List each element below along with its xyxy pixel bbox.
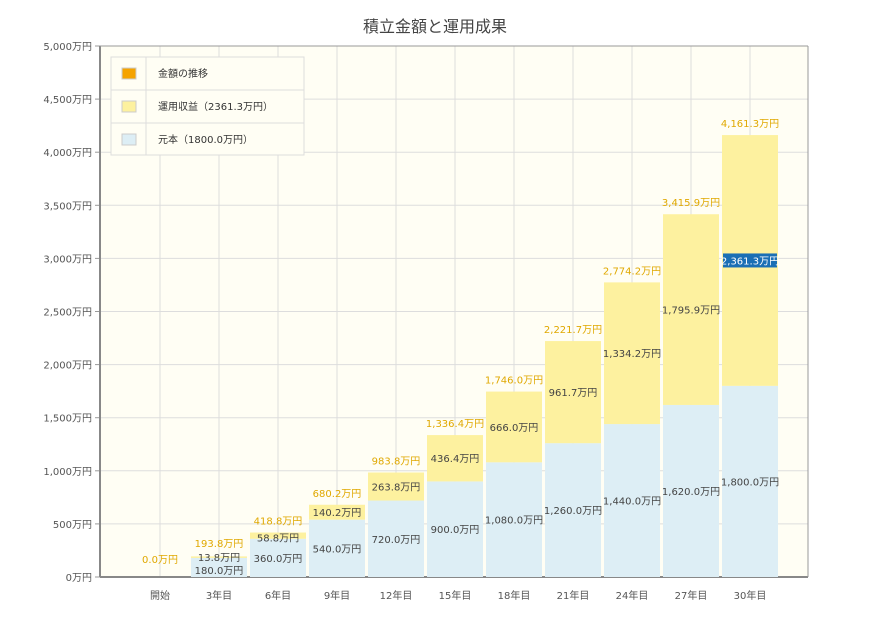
- x-tick-label: 27年目: [675, 589, 708, 602]
- bar-segment-return: [368, 472, 424, 501]
- data-label: 436.4万円: [431, 454, 480, 465]
- legend-label: 運用収益（2361.3万円）: [158, 100, 273, 113]
- data-label: 360.0万円: [254, 554, 303, 565]
- data-label: 140.2万円: [313, 508, 362, 519]
- data-label: 1,800.0万円: [721, 477, 779, 488]
- total-label: 2,774.2万円: [603, 266, 661, 277]
- data-label: 2,361.3万円: [721, 256, 779, 267]
- data-label: 540.0万円: [313, 544, 362, 555]
- total-label: 418.8万円: [254, 517, 303, 528]
- data-label: 1,334.2万円: [603, 349, 661, 360]
- bar-segment-principal: [427, 481, 483, 577]
- x-tick-label: 6年目: [265, 589, 291, 602]
- total-label: 0.0万円: [142, 555, 178, 566]
- data-label: 900.0万円: [431, 525, 480, 536]
- x-tick-label: 30年目: [734, 589, 767, 602]
- y-tick-label: 3,500万円: [43, 201, 92, 212]
- total-label: 1,746.0万円: [485, 376, 543, 387]
- data-label: 720.0万円: [372, 535, 421, 546]
- data-label: 1,080.0万円: [485, 516, 543, 527]
- legend-label: 元本（1800.0万円）: [158, 133, 253, 146]
- highlight-label-bg: [723, 253, 777, 268]
- bar-segment-principal: [486, 462, 542, 577]
- total-label: 680.2万円: [313, 489, 362, 500]
- total-label: 4,161.3万円: [721, 119, 779, 130]
- y-tick-label: 2,000万円: [43, 361, 92, 372]
- x-tick-label: 9年目: [324, 589, 350, 602]
- bar-segment-principal: [545, 443, 601, 577]
- x-tick-label: 18年目: [498, 589, 531, 602]
- y-tick-label: 3,000万円: [43, 254, 92, 265]
- bar-segment-principal: [368, 500, 424, 577]
- bar-segment-principal: [722, 385, 778, 577]
- chart-title: 積立金額と運用成果: [363, 17, 507, 36]
- bar-segment-principal: [309, 519, 365, 577]
- data-label: 666.0万円: [490, 423, 539, 434]
- total-label: 2,221.7万円: [544, 325, 602, 336]
- x-tick-label: 24年目: [616, 589, 649, 602]
- x-tick-label: 開始: [150, 589, 170, 602]
- y-tick-label: 1,000万円: [43, 467, 92, 478]
- bar-segment-return: [309, 504, 365, 520]
- legend-swatch: [121, 67, 137, 80]
- total-label: 3,415.9万円: [662, 198, 720, 209]
- legend-swatch: [121, 133, 137, 146]
- bar-segment-return: [486, 391, 542, 463]
- data-label: 180.0万円: [195, 566, 244, 577]
- bar-segment-return: [250, 532, 306, 539]
- y-tick-label: 2,500万円: [43, 308, 92, 319]
- total-label: 193.8万円: [195, 539, 244, 550]
- data-label: 1,260.0万円: [544, 506, 602, 517]
- bar-segment-return: [663, 214, 719, 405]
- bar-segment-return: [604, 282, 660, 425]
- y-tick-label: 5,000万円: [43, 42, 92, 53]
- legend-box: [110, 56, 305, 156]
- data-label: 1,795.9万円: [662, 306, 720, 317]
- bar-segment-return: [545, 341, 601, 444]
- data-label: 58.8万円: [257, 534, 299, 545]
- y-tick-label: 1,500万円: [43, 414, 92, 425]
- y-tick-label: 500万円: [53, 520, 92, 531]
- bar-segment-principal: [663, 404, 719, 577]
- x-tick-label: 21年目: [557, 589, 590, 602]
- bar-segment-return: [191, 556, 247, 558]
- legend-swatch: [121, 100, 137, 113]
- bar-segment-return: [427, 435, 483, 482]
- data-label: 13.8万円: [198, 553, 240, 564]
- x-tick-label: 12年目: [380, 589, 413, 602]
- y-tick-label: 4,000万円: [43, 148, 92, 159]
- bar-segment-principal: [191, 557, 247, 577]
- x-tick-label: 3年目: [206, 589, 232, 602]
- legend-label: 金額の推移: [158, 67, 208, 80]
- bar-segment-principal: [604, 424, 660, 577]
- data-label: 1,440.0万円: [603, 497, 661, 508]
- total-label: 1,336.4万円: [426, 419, 484, 430]
- data-label: 263.8万円: [372, 483, 421, 494]
- total-label: 983.8万円: [372, 457, 421, 468]
- bar-segment-principal: [250, 538, 306, 577]
- y-tick-label: 4,500万円: [43, 95, 92, 106]
- data-label: 961.7万円: [549, 388, 598, 399]
- x-tick-label: 15年目: [439, 589, 472, 602]
- y-tick-label: 0万円: [66, 573, 92, 584]
- data-label: 1,620.0万円: [662, 487, 720, 498]
